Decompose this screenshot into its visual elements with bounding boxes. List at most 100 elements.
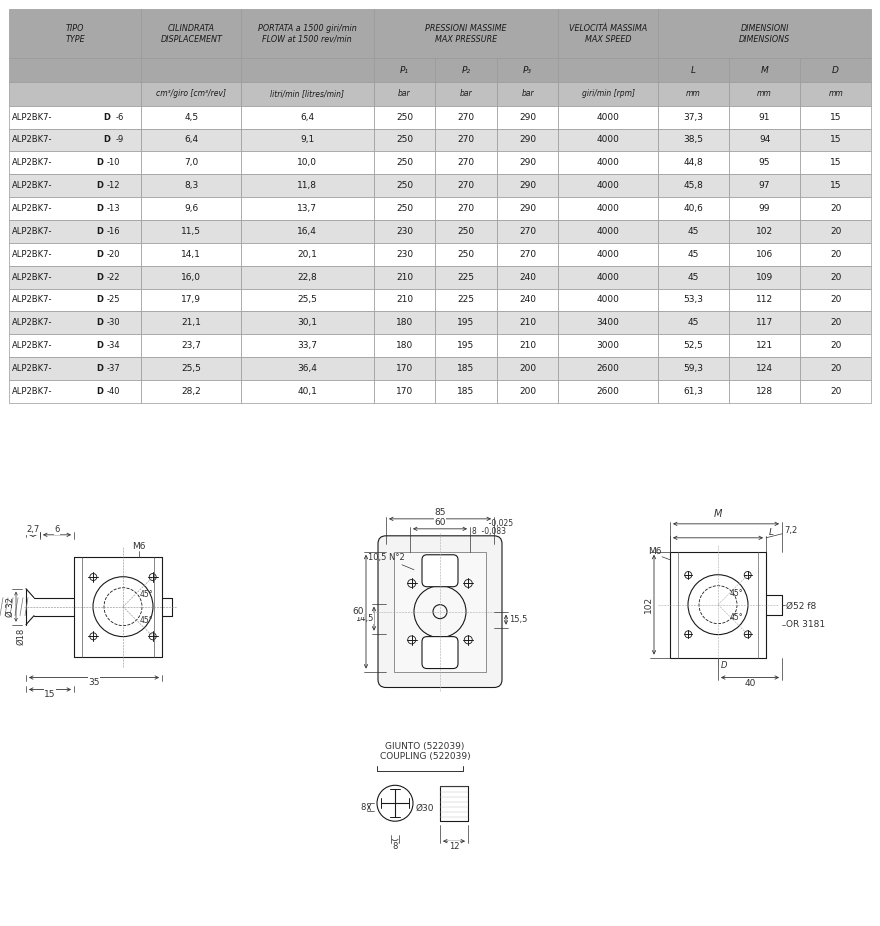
- Text: 250: 250: [396, 204, 413, 213]
- Bar: [800, 220, 871, 243]
- Text: 9,6: 9,6: [184, 204, 198, 213]
- Bar: [9, 129, 142, 151]
- Text: ALP2BK7-: ALP2BK7-: [12, 158, 53, 168]
- Bar: [374, 380, 436, 403]
- Bar: [497, 266, 559, 289]
- Text: 4000: 4000: [597, 181, 620, 190]
- Bar: [800, 197, 871, 220]
- Text: bar: bar: [459, 90, 473, 98]
- Text: D: D: [96, 204, 103, 213]
- Bar: [497, 151, 559, 174]
- Text: 250: 250: [396, 113, 413, 121]
- Text: ALP2BK7-: ALP2BK7-: [12, 272, 53, 282]
- Text: 85: 85: [434, 508, 446, 518]
- Text: D: D: [96, 272, 103, 282]
- Text: 2600: 2600: [597, 387, 620, 396]
- Text: ALP2BK7-: ALP2BK7-: [12, 341, 53, 350]
- Text: 15: 15: [830, 158, 841, 168]
- Bar: [9, 220, 142, 243]
- Bar: [559, 106, 658, 129]
- Bar: [497, 82, 559, 106]
- Text: 45°: 45°: [140, 616, 154, 625]
- Text: 128: 128: [756, 387, 774, 396]
- Text: 11,5: 11,5: [181, 227, 202, 236]
- Bar: [658, 129, 729, 151]
- Bar: [142, 220, 241, 243]
- Text: 6: 6: [55, 525, 60, 534]
- Text: -0,025: -0,025: [472, 519, 513, 528]
- Bar: [497, 334, 559, 357]
- Text: 240: 240: [519, 272, 536, 282]
- Text: COUPLING (522039): COUPLING (522039): [379, 752, 470, 761]
- Text: 15: 15: [830, 135, 841, 144]
- Text: 45: 45: [688, 272, 700, 282]
- Text: TIPO
TYPE: TIPO TYPE: [65, 24, 85, 44]
- Text: 240: 240: [519, 295, 536, 305]
- Text: 15: 15: [830, 113, 841, 121]
- Bar: [658, 311, 729, 334]
- Bar: [241, 58, 374, 82]
- Text: 16,0: 16,0: [181, 272, 202, 282]
- Bar: [241, 380, 374, 403]
- Text: ALP2BK7-: ALP2BK7-: [12, 319, 53, 327]
- Bar: [497, 243, 559, 266]
- Text: 20,1: 20,1: [297, 250, 318, 258]
- Text: 4000: 4000: [597, 272, 620, 282]
- Text: 3000: 3000: [597, 341, 620, 350]
- Text: 35: 35: [88, 678, 99, 687]
- Text: litri/min [litres/min]: litri/min [litres/min]: [270, 90, 344, 98]
- Bar: [436, 334, 497, 357]
- Text: 99: 99: [759, 204, 770, 213]
- Text: M6: M6: [132, 542, 146, 551]
- Text: 94: 94: [759, 135, 770, 144]
- Text: 210: 210: [519, 319, 536, 327]
- Bar: [559, 380, 658, 403]
- Text: 20: 20: [830, 204, 841, 213]
- Bar: [559, 220, 658, 243]
- Text: 6,4: 6,4: [300, 113, 314, 121]
- Bar: [658, 243, 729, 266]
- Bar: [241, 106, 374, 129]
- Bar: [800, 151, 871, 174]
- Text: 45: 45: [688, 227, 700, 236]
- Text: 30,1: 30,1: [297, 319, 318, 327]
- Text: 60: 60: [434, 519, 446, 527]
- Bar: [729, 58, 800, 82]
- Text: 4000: 4000: [597, 295, 620, 305]
- Text: mm: mm: [757, 90, 772, 98]
- Text: 61,3: 61,3: [684, 387, 703, 396]
- Bar: [142, 289, 241, 311]
- Bar: [729, 334, 800, 357]
- Text: GIUNTO (522039): GIUNTO (522039): [385, 743, 465, 751]
- Text: ALP2BK7-: ALP2BK7-: [12, 204, 53, 213]
- Bar: [658, 58, 729, 82]
- Bar: [436, 357, 497, 380]
- Bar: [142, 311, 241, 334]
- Bar: [142, 266, 241, 289]
- Text: L: L: [769, 528, 774, 537]
- Bar: [374, 129, 436, 151]
- Bar: [9, 243, 142, 266]
- Bar: [142, 106, 241, 129]
- Bar: [559, 197, 658, 220]
- Text: Ø52 f8: Ø52 f8: [786, 602, 817, 610]
- Bar: [800, 334, 871, 357]
- Text: 210: 210: [396, 272, 413, 282]
- Text: 250: 250: [396, 135, 413, 144]
- Text: Ø18: Ø18: [16, 628, 25, 645]
- Bar: [9, 174, 142, 197]
- Bar: [497, 289, 559, 311]
- Text: 45°: 45°: [730, 613, 744, 621]
- Text: M: M: [714, 509, 722, 519]
- Text: 4000: 4000: [597, 250, 620, 258]
- Bar: [142, 357, 241, 380]
- Text: -20: -20: [106, 250, 120, 258]
- Text: 230: 230: [396, 227, 413, 236]
- Text: 23,7: 23,7: [181, 341, 202, 350]
- Text: 200: 200: [519, 364, 536, 373]
- Text: 185: 185: [458, 387, 474, 396]
- Text: 8,3: 8,3: [184, 181, 198, 190]
- Bar: [241, 266, 374, 289]
- Text: D: D: [96, 319, 103, 327]
- Text: D: D: [96, 158, 103, 168]
